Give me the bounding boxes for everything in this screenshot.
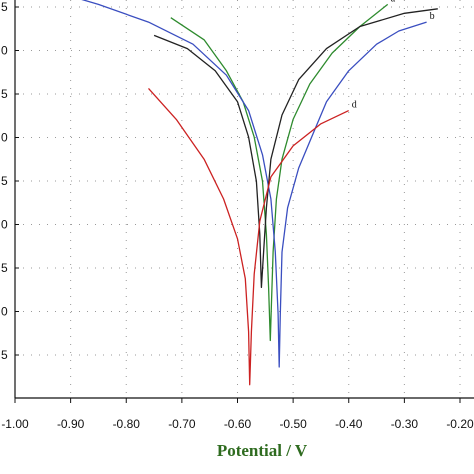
y-tick-label: 5 [1,174,8,188]
x-axis-title: Potential / V [217,441,308,460]
x-ticks: -1.00 -0.90 -0.80 -0.70 -0.60 -0.50 -0.40 -0.30… [1,398,474,431]
y-tick-label: 5 [1,87,8,101]
series-labels: a b d [352,0,435,111]
x-tick-label: -0.30 [391,417,419,431]
y-tick-label: 5 [1,261,8,275]
y-tick-label: 0 [1,218,8,232]
series-line-b [81,0,427,368]
x-tick-label: -0.20 [446,417,474,431]
y-tick-label: 5 [1,0,8,14]
series-label-d: d [352,100,357,111]
x-tick-label: -0.90 [57,417,85,431]
x-tick-label: -0.40 [335,417,363,431]
series-label-a: a [391,0,396,4]
x-tick-label: -1.00 [1,417,29,431]
grid [15,0,474,398]
plot-frame [14,0,474,399]
x-tick-label: -0.50 [279,417,307,431]
y-tick-label: 0 [1,44,8,58]
x-tick-label: -0.60 [224,417,252,431]
y-tick-label: 0 [1,131,8,145]
x-tick-label: -0.80 [113,417,141,431]
series-line-a [170,3,389,342]
series-label-b: b [430,11,435,22]
series-group [81,0,438,386]
y-tick-label: 0 [1,305,8,319]
series-line-unnamed-2 [153,8,438,289]
x-tick-label: -0.70 [168,417,196,431]
y-tick-label: 5 [1,348,8,362]
y-ticks: 5 0 5 0 5 0 5 0 5 [1,0,19,362]
series-line-d [148,87,349,386]
